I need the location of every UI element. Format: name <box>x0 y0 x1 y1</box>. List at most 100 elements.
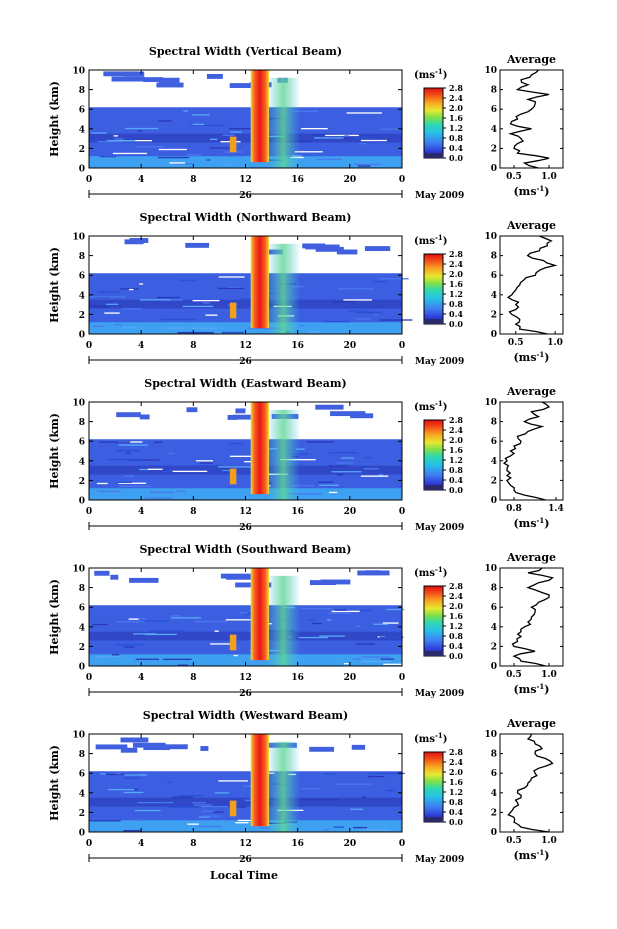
heatmap-cell <box>382 622 399 624</box>
heatmap-cell <box>118 482 147 484</box>
month-label: May 2009 <box>415 689 464 699</box>
heatmap-cell <box>363 829 391 831</box>
average-x-tick-label: 1.0 <box>541 836 557 846</box>
colorbar-tick-label: 2.4 <box>449 425 463 435</box>
x-tick-label: 0 <box>86 175 92 185</box>
average-y-tick-label: 10 <box>484 66 497 76</box>
heatmap-cell <box>301 127 328 130</box>
average-y-tick-label: 6 <box>491 603 497 613</box>
average-profile-line <box>507 235 558 335</box>
month-label: May 2009 <box>415 523 464 533</box>
x-tick-label: 8 <box>190 673 196 683</box>
heatmap-cell <box>222 470 233 472</box>
heatmap-cell <box>300 787 320 790</box>
average-y-tick-label: 2 <box>491 144 497 154</box>
x-tick-label: 12 <box>239 341 252 351</box>
day-label: 26 <box>239 191 252 201</box>
heatmap-cell <box>319 635 345 637</box>
heatmap-cell <box>353 658 362 660</box>
heatmap-cell <box>113 155 121 158</box>
y-tick-label: 8 <box>79 584 85 594</box>
heatmap-cell <box>362 796 367 798</box>
heatmap-cell <box>235 408 246 414</box>
heatmap-cell <box>316 158 342 161</box>
x-tick-label: 0 <box>86 507 92 517</box>
x-tick-label: 16 <box>291 673 304 683</box>
heatmap-cell <box>168 452 175 454</box>
heatmap-cell <box>139 468 150 471</box>
y-tick-label: 2 <box>79 311 85 321</box>
heatmap-cell <box>373 314 378 316</box>
y-tick-label: 10 <box>72 233 85 243</box>
x-tick-label: 0 <box>86 341 92 351</box>
heatmap-cell <box>113 324 123 326</box>
heatmap-cell <box>329 452 359 454</box>
heatmap-cell <box>355 643 375 645</box>
y-tick-label: 0 <box>79 497 85 507</box>
heatmap-cell <box>378 278 409 280</box>
x-tick-label: 4 <box>138 175 144 185</box>
day-label: 26 <box>239 357 252 367</box>
colorbar <box>423 585 444 657</box>
average-y-tick-label: 4 <box>491 457 497 467</box>
heatmap-cell <box>217 287 245 290</box>
heatmap-cell <box>344 135 350 137</box>
y-axis-label: Height (km) <box>48 413 61 489</box>
heatmap-cell <box>232 414 259 420</box>
average-frame <box>499 235 564 335</box>
heatmap-cell <box>206 73 223 79</box>
heatmap-lower-layer <box>89 488 402 500</box>
heatmap-cell <box>293 110 319 112</box>
heatmap-cell <box>353 163 382 166</box>
heatmap-cell <box>156 296 180 299</box>
heatmap-cell <box>309 580 336 586</box>
heatmap-cell <box>356 311 382 314</box>
heatmap-cell <box>322 828 329 831</box>
heatmap-cell <box>154 441 163 443</box>
heatmap-cell <box>134 809 161 812</box>
heatmap-cell <box>291 485 314 487</box>
colorbar-tick-label: 1.6 <box>449 445 463 455</box>
y-tick-label: 2 <box>79 145 85 155</box>
heatmap-cell <box>229 302 237 319</box>
heatmap-cell <box>380 658 394 660</box>
heatmap-cell <box>123 71 145 77</box>
colorbar-tick-label: 2.0 <box>449 767 463 777</box>
x-tick-label: 12 <box>239 839 252 849</box>
heatmap-cell <box>218 780 248 782</box>
heatmap-cell <box>247 327 283 329</box>
heatmap-cell <box>129 459 160 461</box>
average-unit: (ms-1) <box>513 184 549 198</box>
heatmap-cell <box>104 312 120 314</box>
heatmap-cell <box>91 140 121 142</box>
heatmap-cell <box>328 491 338 494</box>
heatmap-cell <box>333 301 358 303</box>
heatmap-cell <box>133 633 156 635</box>
heatmap-cell <box>129 238 149 243</box>
heatmap-cell <box>115 449 141 452</box>
heatmap-cell <box>312 622 322 625</box>
heatmap-cell <box>186 154 202 156</box>
heatmap-cell <box>302 798 339 801</box>
heatmap-plume <box>266 741 301 832</box>
heatmap-cell <box>296 448 305 450</box>
heatmap-cell <box>170 617 202 619</box>
colorbar-tick-label: 0.8 <box>449 133 463 143</box>
heatmap-cell <box>117 481 133 484</box>
heatmap-cell <box>367 775 385 778</box>
x-tick-label: 0 <box>399 507 405 517</box>
heatmap-cell <box>200 746 209 751</box>
x-tick-label: 20 <box>344 341 357 351</box>
heatmap-lower-layer <box>89 820 402 832</box>
heatmap-cell <box>361 656 391 658</box>
colorbar-tick-label: 2.0 <box>449 269 463 279</box>
heatmap <box>89 70 403 168</box>
heatmap-core <box>250 402 269 495</box>
heatmap-cell <box>120 747 138 753</box>
colorbar <box>423 253 444 325</box>
colorbar-tick-label: 2.8 <box>449 747 463 757</box>
y-tick-label: 4 <box>79 291 85 301</box>
heatmap-lower-layer <box>89 322 402 334</box>
average-profile-line <box>508 69 550 169</box>
x-tick-label: 12 <box>239 507 252 517</box>
